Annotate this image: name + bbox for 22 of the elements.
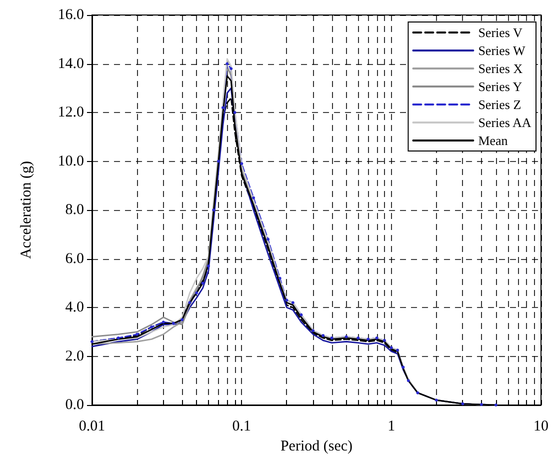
- y-tick-label: 2.0: [65, 348, 84, 364]
- legend-label: Series X: [478, 61, 524, 76]
- y-tick-label: 14.0: [58, 56, 84, 72]
- y-tick-label: 16.0: [58, 7, 84, 23]
- x-tick-label: 0.01: [78, 418, 106, 434]
- y-axis-title: Acceleration (g): [18, 161, 34, 259]
- x-axis-title: Period (sec): [280, 438, 353, 454]
- legend-label: Series AA: [478, 115, 532, 130]
- legend-label: Series W: [478, 43, 526, 58]
- y-tick-label: 8.0: [65, 202, 84, 218]
- y-tick-label: 10.0: [58, 153, 84, 170]
- y-tick-label: 6.0: [65, 250, 84, 267]
- x-tick-label: 0.1: [232, 418, 252, 434]
- legend-label: Series Y: [478, 79, 523, 94]
- y-tick-label: 0.0: [65, 397, 84, 413]
- x-tick-label: 10: [534, 418, 548, 434]
- x-tick-label: 1: [388, 418, 396, 434]
- legend-label: Series Z: [478, 97, 522, 112]
- y-tick-label: 12.0: [58, 104, 84, 120]
- legend-label: Mean: [478, 133, 508, 148]
- y-tick-label: 4.0: [65, 300, 84, 316]
- legend-label: Series V: [478, 25, 523, 40]
